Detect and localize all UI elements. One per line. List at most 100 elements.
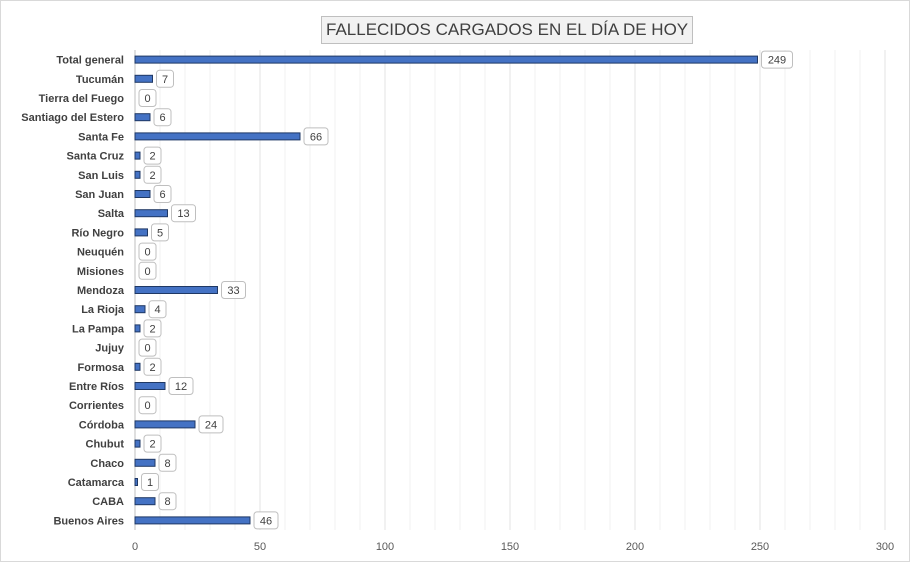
x-tick-label: 100 xyxy=(376,541,394,553)
category-label: Córdoba xyxy=(79,419,125,431)
data-label: 2 xyxy=(149,439,155,451)
data-label: 66 xyxy=(310,131,322,143)
data-label: 249 xyxy=(768,55,786,67)
category-label: Tucumán xyxy=(76,74,124,86)
bar xyxy=(134,74,153,83)
category-label: Salta xyxy=(98,208,125,220)
data-label-box xyxy=(138,242,157,261)
data-label-box xyxy=(761,50,793,69)
category-label: Neuquén xyxy=(77,247,124,259)
data-label: 0 xyxy=(144,343,150,355)
data-label: 0 xyxy=(144,247,150,259)
bar xyxy=(134,113,151,122)
bar xyxy=(134,420,196,429)
bar xyxy=(134,190,151,198)
data-label: 4 xyxy=(154,304,160,316)
data-label: 33 xyxy=(227,285,239,297)
bar xyxy=(134,55,758,64)
data-label: 13 xyxy=(177,208,189,220)
x-tick-label: 150 xyxy=(501,541,519,553)
x-tick-label: 50 xyxy=(254,541,266,553)
category-label: Formosa xyxy=(78,362,125,374)
data-label-box xyxy=(158,453,177,472)
x-tick-label: 250 xyxy=(751,541,769,553)
data-label-box xyxy=(143,357,162,376)
data-label-box xyxy=(143,165,162,184)
data-label-box xyxy=(138,396,157,415)
bar xyxy=(134,362,141,371)
data-label: 6 xyxy=(159,112,165,124)
category-label: Catamarca xyxy=(68,477,125,489)
data-label-box xyxy=(221,281,246,299)
bar xyxy=(134,132,301,141)
category-label: Jujuy xyxy=(95,343,125,355)
data-label: 7 xyxy=(162,74,168,86)
data-label-box xyxy=(158,492,177,511)
data-label-box xyxy=(148,300,167,319)
category-label: La Pampa xyxy=(72,323,125,335)
category-label: Mendoza xyxy=(77,285,125,297)
bar xyxy=(134,305,146,314)
data-label: 2 xyxy=(149,323,155,335)
data-label: 2 xyxy=(149,362,155,374)
data-label-box xyxy=(138,89,157,107)
data-label: 12 xyxy=(175,381,187,393)
category-label: Chubut xyxy=(86,439,125,451)
category-label: Santa Fe xyxy=(78,131,124,143)
data-label-box xyxy=(171,204,196,223)
data-label-box xyxy=(253,511,279,530)
category-label: Entre Ríos xyxy=(69,381,124,393)
data-label-box xyxy=(138,338,157,357)
category-label: San Luis xyxy=(78,170,124,182)
data-label: 8 xyxy=(164,496,170,508)
data-label-box xyxy=(303,127,329,146)
bar xyxy=(134,209,168,218)
data-label: 0 xyxy=(144,400,150,412)
data-label: 1 xyxy=(147,477,153,489)
data-label: 24 xyxy=(205,419,217,431)
data-label: 2 xyxy=(149,170,155,182)
bar xyxy=(134,286,218,294)
bar xyxy=(134,497,156,506)
x-tick-label: 200 xyxy=(626,541,644,553)
data-label: 0 xyxy=(144,93,150,105)
data-label-box xyxy=(153,108,172,127)
bar xyxy=(134,151,141,160)
bar xyxy=(134,516,251,525)
data-label-box xyxy=(168,377,194,395)
x-tick-label: 0 xyxy=(132,541,138,553)
category-label: Buenos Aires xyxy=(53,515,124,527)
category-label: Chaco xyxy=(90,458,124,470)
bar xyxy=(134,324,141,333)
category-label: La Rioja xyxy=(81,304,125,316)
data-label-box xyxy=(141,473,159,491)
data-label: 46 xyxy=(260,515,272,527)
data-label: 0 xyxy=(144,266,150,278)
bar xyxy=(134,228,148,237)
x-tick-label: 300 xyxy=(876,541,894,553)
data-label-box xyxy=(138,261,157,280)
data-label: 6 xyxy=(159,189,165,201)
data-label-box xyxy=(198,415,224,434)
category-label: Santiago del Estero xyxy=(21,112,124,124)
category-label: Misiones xyxy=(77,266,124,278)
bar xyxy=(134,439,141,448)
data-label-box xyxy=(151,223,169,242)
data-label: 2 xyxy=(149,151,155,163)
chart-title: FALLECIDOS CARGADOS EN EL DÍA DE HOY xyxy=(321,16,694,44)
data-label-box xyxy=(143,434,162,453)
data-label: 8 xyxy=(164,458,170,470)
bar xyxy=(134,382,166,390)
category-label: CABA xyxy=(92,496,124,508)
category-label: Total general xyxy=(56,55,124,67)
bar xyxy=(134,458,156,467)
bar xyxy=(134,170,141,179)
data-label-box xyxy=(156,69,174,88)
bar xyxy=(134,478,138,486)
category-label: Río Negro xyxy=(71,227,124,239)
data-label-box xyxy=(143,146,162,165)
category-label: Corrientes xyxy=(69,400,124,412)
category-label: Tierra del Fuego xyxy=(39,93,125,105)
category-label: San Juan xyxy=(75,189,124,201)
